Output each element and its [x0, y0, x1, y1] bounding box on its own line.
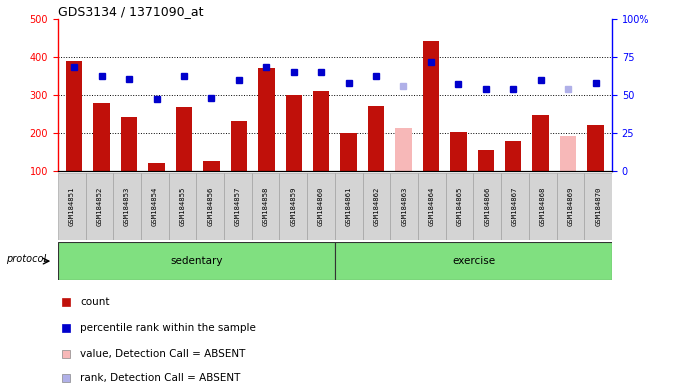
Text: GSM184870: GSM184870: [595, 187, 601, 226]
Bar: [197, 173, 224, 240]
Bar: [390, 173, 418, 240]
Bar: [231, 121, 247, 171]
Bar: [224, 173, 252, 240]
Bar: [362, 173, 390, 240]
Bar: [169, 173, 197, 240]
Text: GSM184854: GSM184854: [152, 187, 158, 226]
Bar: [86, 173, 113, 240]
Bar: [532, 115, 549, 171]
Bar: [58, 173, 86, 240]
Text: protocol: protocol: [6, 254, 46, 264]
Text: percentile rank within the sample: percentile rank within the sample: [80, 323, 256, 333]
Bar: [307, 173, 335, 240]
Bar: [58, 242, 335, 280]
Text: sedentary: sedentary: [170, 256, 222, 266]
Text: GSM184869: GSM184869: [567, 187, 573, 226]
Text: value, Detection Call = ABSENT: value, Detection Call = ABSENT: [80, 349, 245, 359]
Bar: [588, 126, 604, 171]
Text: GSM184864: GSM184864: [429, 187, 435, 226]
Bar: [66, 61, 82, 171]
Bar: [313, 91, 329, 171]
Bar: [341, 132, 357, 171]
Bar: [141, 173, 169, 240]
Bar: [418, 173, 446, 240]
Bar: [113, 173, 141, 240]
Bar: [395, 128, 411, 171]
Text: GSM184860: GSM184860: [318, 187, 324, 226]
Bar: [584, 173, 612, 240]
Text: GSM184863: GSM184863: [401, 187, 407, 226]
Bar: [203, 161, 220, 171]
Bar: [368, 106, 384, 171]
Text: GSM184862: GSM184862: [373, 187, 379, 226]
Bar: [501, 173, 529, 240]
Text: GSM184858: GSM184858: [262, 187, 269, 226]
Text: GSM184865: GSM184865: [456, 187, 462, 226]
Bar: [279, 173, 307, 240]
Text: count: count: [80, 297, 109, 307]
Bar: [252, 173, 279, 240]
Bar: [335, 173, 362, 240]
Text: exercise: exercise: [452, 256, 495, 266]
Text: GSM184856: GSM184856: [207, 187, 214, 226]
Bar: [556, 173, 584, 240]
Bar: [148, 163, 165, 171]
Bar: [335, 242, 612, 280]
Bar: [423, 41, 439, 171]
Bar: [505, 141, 522, 171]
Bar: [258, 68, 275, 171]
Bar: [529, 173, 556, 240]
Text: GSM184857: GSM184857: [235, 187, 241, 226]
Text: GSM184866: GSM184866: [484, 187, 490, 226]
Bar: [175, 107, 192, 171]
Text: GSM184855: GSM184855: [180, 187, 186, 226]
Bar: [473, 173, 501, 240]
Text: GSM184852: GSM184852: [97, 187, 103, 226]
Bar: [93, 103, 110, 171]
Bar: [446, 173, 473, 240]
Bar: [477, 150, 494, 171]
Bar: [560, 136, 577, 171]
Text: rank, Detection Call = ABSENT: rank, Detection Call = ABSENT: [80, 373, 240, 383]
Bar: [121, 117, 137, 171]
Text: GDS3134 / 1371090_at: GDS3134 / 1371090_at: [58, 5, 203, 18]
Text: GSM184859: GSM184859: [290, 187, 296, 226]
Bar: [450, 132, 466, 171]
Bar: [286, 95, 302, 171]
Text: GSM184861: GSM184861: [345, 187, 352, 226]
Text: GSM184868: GSM184868: [540, 187, 546, 226]
Text: GSM184853: GSM184853: [124, 187, 130, 226]
Text: GSM184851: GSM184851: [69, 187, 75, 226]
Text: GSM184867: GSM184867: [512, 187, 518, 226]
